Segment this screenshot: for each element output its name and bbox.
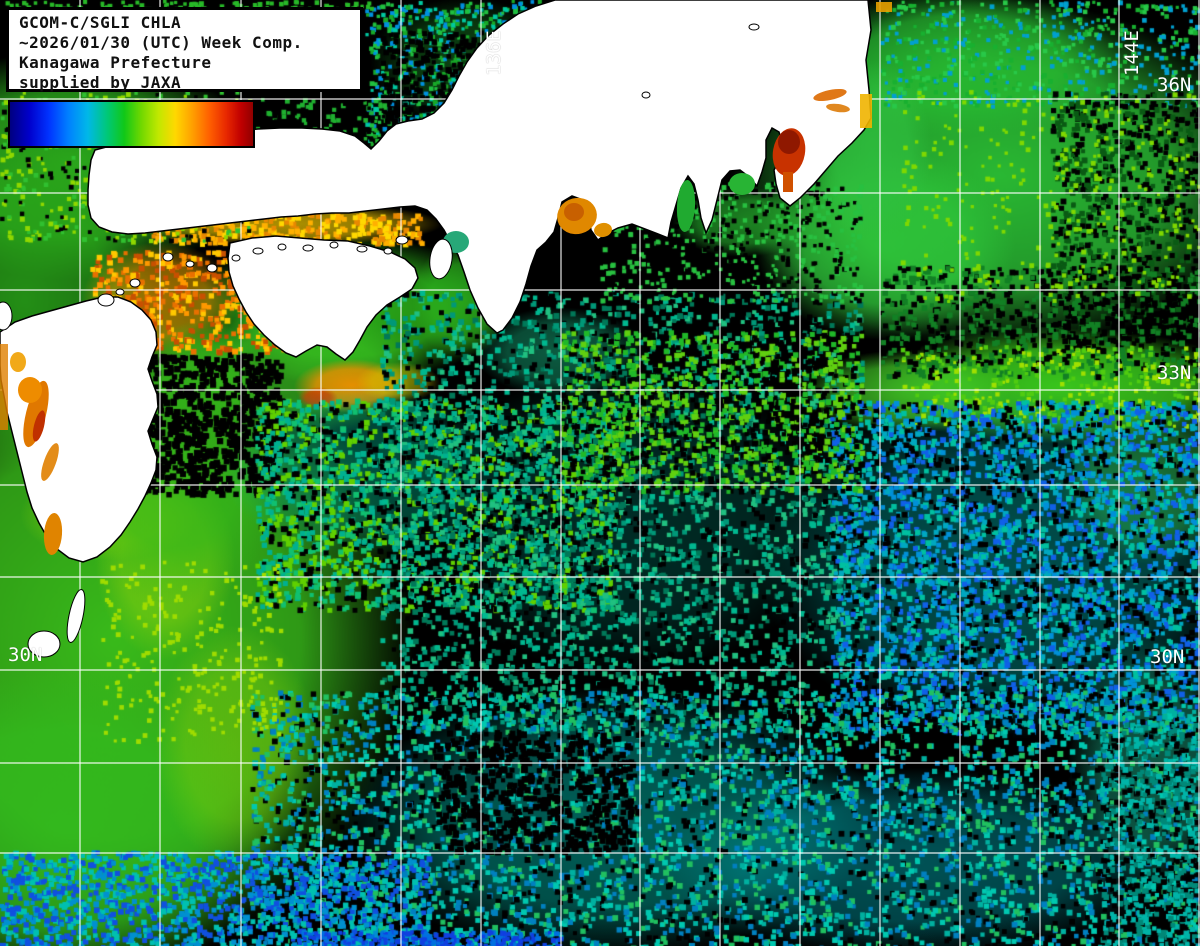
bay-bloom [729, 173, 755, 195]
bay-bloom [10, 352, 26, 372]
island [395, 235, 409, 245]
island [115, 288, 125, 296]
island [329, 241, 339, 249]
latitude-label: 30N [1150, 646, 1185, 668]
bay-bloom [594, 222, 612, 238]
islands [0, 23, 760, 658]
longitude-label: 136E [483, 30, 505, 76]
bay-bloom [676, 180, 696, 232]
bay-bloom [826, 103, 850, 113]
bay-bloom [860, 94, 872, 128]
island [302, 244, 314, 252]
latitude-label: 30N [8, 644, 43, 666]
island [97, 293, 115, 307]
longitude-label: 144E [1121, 30, 1143, 76]
bay-bloom [813, 88, 847, 102]
title-line-region: Kanagawa Prefecture [19, 53, 212, 72]
bay-bloom [564, 203, 584, 221]
island [0, 301, 13, 331]
island [231, 254, 241, 262]
latitude-label: 33N [1157, 362, 1192, 384]
island [66, 589, 86, 643]
chlorophyll-colorbar [8, 100, 255, 148]
bay-bloom [43, 513, 63, 555]
bay-bloom [783, 172, 793, 192]
bay-bloom [23, 380, 49, 448]
title-line-date: ~2026/01/30 (UTC) Week Comp. [19, 33, 303, 52]
island [162, 252, 174, 262]
island [129, 278, 141, 288]
bay-bloom [876, 2, 892, 12]
island [641, 91, 651, 99]
island [252, 247, 264, 255]
bay-bloom [41, 443, 59, 481]
island [429, 238, 453, 280]
coastal-blooms [0, 2, 892, 555]
island [206, 263, 218, 273]
bay-bloom [0, 344, 8, 430]
title-line-product: GCOM-C/SGLI CHLA [19, 13, 182, 32]
title-box: GCOM-C/SGLI CHLA ~2026/01/30 (UTC) Week … [6, 7, 363, 92]
bay-bloom [32, 410, 46, 442]
land-masses [0, 0, 872, 563]
island [383, 247, 393, 255]
island [356, 245, 368, 253]
island [277, 243, 287, 251]
land-honshu [87, 0, 872, 334]
bay-bloom [18, 377, 42, 403]
latitude-label: 36N [1157, 74, 1192, 96]
title-line-credit: supplied by JAXA [19, 73, 182, 92]
island [185, 260, 195, 268]
land-kyushu [0, 296, 159, 563]
bay-bloom [778, 130, 800, 154]
island [748, 23, 760, 31]
land-shikoku [227, 235, 419, 361]
island [27, 630, 61, 658]
